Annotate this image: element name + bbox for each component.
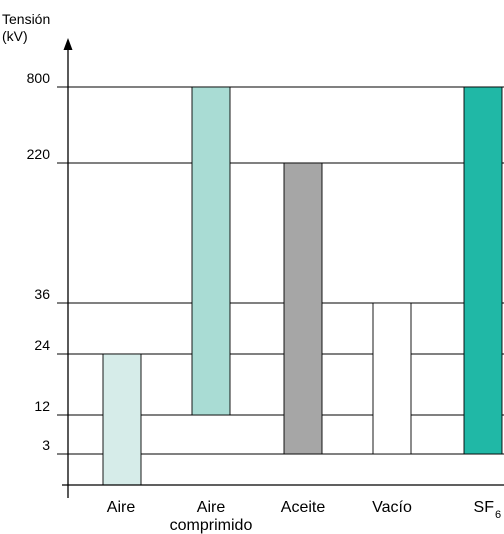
- y-tick-labels: 800 220 36 24 12 3: [27, 70, 51, 453]
- x-label-3: Aceite: [281, 499, 326, 516]
- y-tick-label-24: 24: [34, 337, 50, 353]
- bars: [102, 86, 503, 486]
- x-label-5: SF: [474, 499, 495, 516]
- x-label-1: Aire: [107, 499, 136, 516]
- bar-3: [283, 162, 323, 455]
- bar-2: [191, 86, 231, 416]
- bar-5: [463, 86, 503, 455]
- bar-4: [372, 302, 412, 455]
- x-label-4: Vacío: [372, 499, 412, 516]
- y-tick-label-800: 800: [27, 70, 51, 86]
- bar-1: [102, 353, 142, 486]
- y-tick-label-36: 36: [34, 286, 50, 302]
- y-tick-label-220: 220: [27, 146, 51, 162]
- y-axis-title-line2: (kV): [2, 28, 28, 44]
- y-axis-title-line1: Tensión: [2, 11, 50, 27]
- x-label-2-line2: comprimido: [170, 517, 253, 534]
- x-label-5-subscript: 6: [495, 509, 501, 521]
- y-tick-label-3: 3: [42, 437, 50, 453]
- axes: Tensión (kV): [2, 11, 504, 498]
- y-axis-arrow-icon: [63, 38, 73, 50]
- x-label-2: Aire: [197, 499, 226, 516]
- y-tick-label-12: 12: [34, 398, 50, 414]
